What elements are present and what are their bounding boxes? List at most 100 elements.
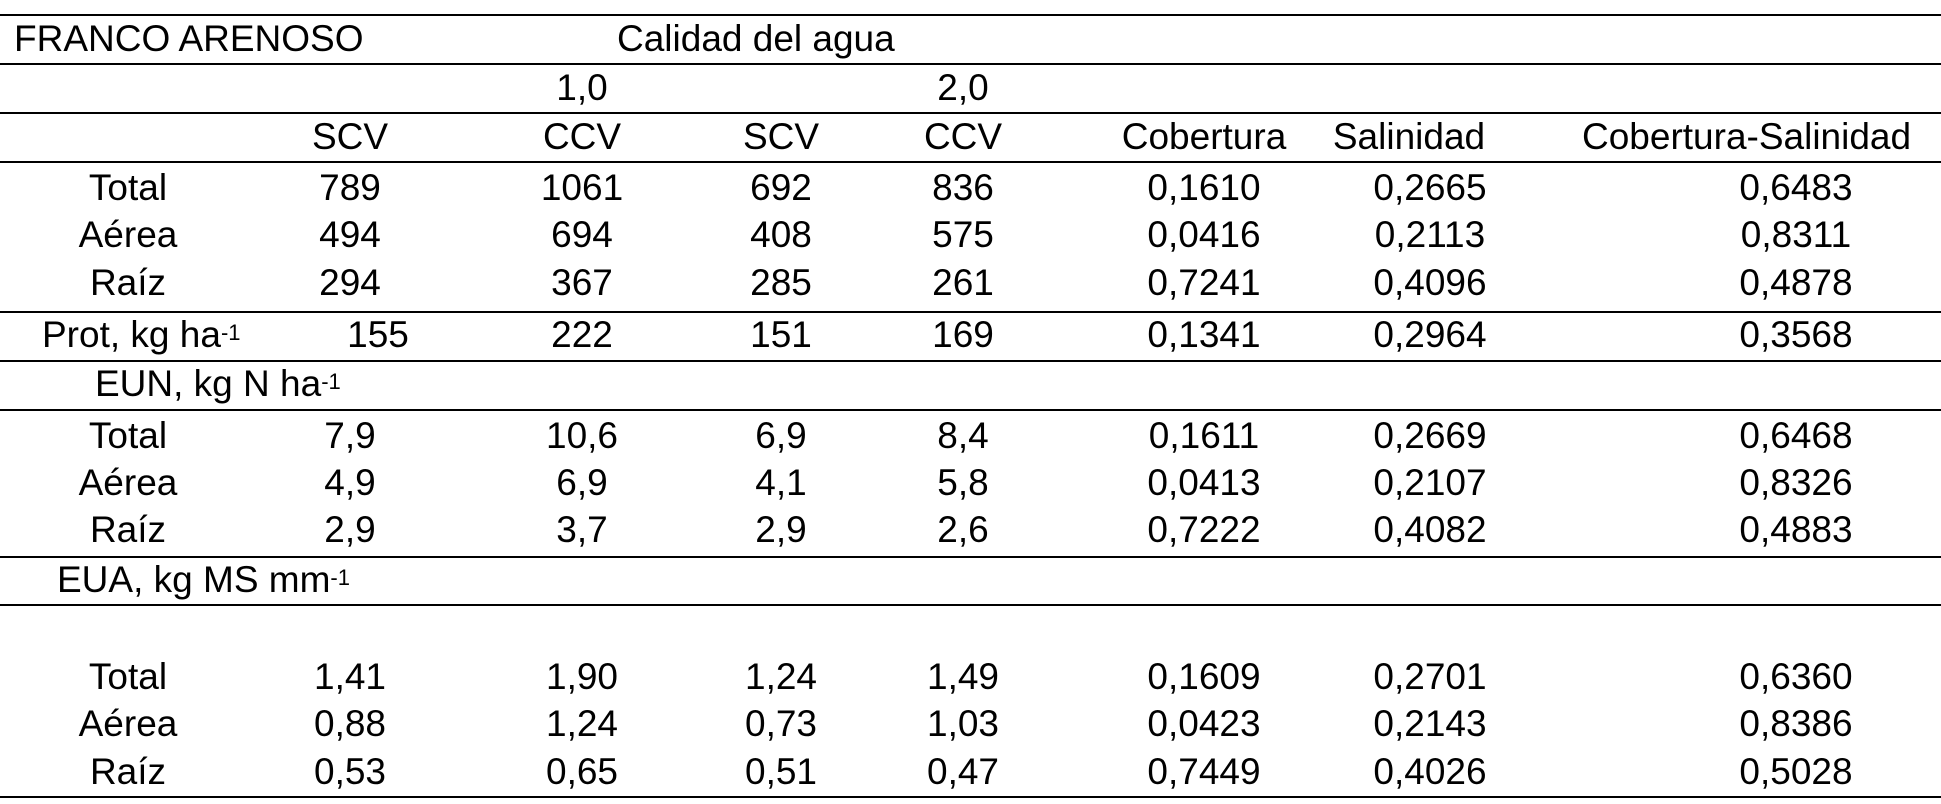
rule-after-eun-label (0, 409, 1941, 411)
table-title: FRANCO ARENOSO (14, 18, 364, 59)
table-cell: 0,4082 (1373, 509, 1487, 550)
table-cell: 0,3568 (1739, 314, 1853, 355)
table-cell: 0,4878 (1739, 262, 1853, 303)
row-label: Total (88, 167, 168, 208)
rule-after-eun (0, 556, 1941, 558)
table-cell: 0,8311 (1740, 214, 1852, 255)
row-label: Total (88, 415, 168, 456)
table-cell: 0,88 (313, 703, 387, 744)
table-cell: 408 (750, 214, 812, 255)
row-label: Raíz (89, 509, 167, 550)
table-cell: 0,53 (313, 751, 387, 792)
table-cell: 0,2964 (1373, 314, 1487, 355)
table-cell: 4,9 (324, 462, 376, 503)
row-label: Total (88, 656, 168, 697)
table-cell: 0,1609 (1147, 656, 1261, 697)
table-cell: 0,6360 (1739, 656, 1853, 697)
table-cell: 0,73 (744, 703, 818, 744)
table-cell: 1,41 (313, 656, 387, 697)
table-cell: 10,6 (545, 415, 619, 456)
table-cell: 1,03 (926, 703, 1000, 744)
table-cell: 155 (347, 314, 409, 355)
table-cell: 1,49 (926, 656, 1000, 697)
table-cell: 0,6468 (1739, 415, 1853, 456)
table-cell: 1061 (540, 167, 624, 208)
table-cell: 575 (932, 214, 994, 255)
table-cell: 0,7222 (1147, 509, 1261, 550)
table-cell: 294 (319, 262, 381, 303)
table-cell: 0,8386 (1739, 703, 1853, 744)
section-label-text: EUN, kg N ha (95, 363, 322, 404)
row-label-superscript: -1 (220, 320, 241, 345)
table-cell: 4,1 (755, 462, 807, 503)
rule-bottom (0, 796, 1941, 798)
table-cell: 0,7241 (1147, 262, 1261, 303)
table-cell: 836 (932, 167, 994, 208)
table-cell: 0,65 (545, 751, 619, 792)
table-cell: 222 (551, 314, 613, 355)
table-cell: 0,8326 (1739, 462, 1853, 503)
table-cell: 692 (750, 167, 812, 208)
section-label-text: EUA, kg MS mm (57, 559, 331, 600)
table-cell: 169 (932, 314, 994, 355)
table-cell: 0,2669 (1373, 415, 1487, 456)
rule-top (0, 14, 1941, 16)
table-cell: 0,2701 (1373, 656, 1487, 697)
table-cell: 0,0413 (1147, 462, 1261, 503)
table-cell: 0,7449 (1147, 751, 1261, 792)
table-cell: 789 (319, 167, 381, 208)
table-cell: 2,9 (324, 509, 376, 550)
rule-after-title (0, 63, 1941, 65)
group-header-water-quality: Calidad del agua (617, 18, 895, 59)
table-cell: 0,2113 (1374, 214, 1486, 255)
table-cell: 3,7 (556, 509, 608, 550)
column-header-cobertura: Cobertura (1121, 116, 1287, 157)
row-label-protein: Prot, kg ha-1 (42, 313, 241, 357)
table-cell: 0,4096 (1373, 262, 1487, 303)
section-label-eua: EUA, kg MS mm-1 (57, 558, 350, 602)
table-cell: 285 (750, 262, 812, 303)
table-cell: 1,90 (545, 656, 619, 697)
column-header-scv-2: SCV (742, 116, 820, 157)
row-label-text: Prot, kg ha (42, 314, 221, 355)
rule-after-headers (0, 161, 1941, 163)
table-cell: 694 (551, 214, 613, 255)
table-cell: 0,4026 (1373, 751, 1487, 792)
table-cell: 0,1610 (1147, 167, 1261, 208)
table-cell: 494 (319, 214, 381, 255)
table-cell: 151 (750, 314, 812, 355)
table-cell: 2,6 (937, 509, 989, 550)
section-label-eun: EUN, kg N ha-1 (95, 362, 341, 406)
water-quality-level-1: 1,0 (556, 67, 608, 108)
table-cell: 0,4883 (1739, 509, 1853, 550)
table-cell: 0,1611 (1148, 415, 1260, 456)
table-cell: 0,1341 (1147, 314, 1261, 355)
table-cell: 1,24 (744, 656, 818, 697)
table-cell: 0,0423 (1147, 703, 1261, 744)
column-header-salinidad: Salinidad (1332, 116, 1486, 157)
table-cell: 1,24 (545, 703, 619, 744)
table-cell: 0,2107 (1373, 462, 1487, 503)
section-label-superscript: -1 (330, 565, 350, 590)
row-label: Raíz (89, 262, 167, 303)
column-header-ccv-2: CCV (923, 116, 1003, 157)
section-label-superscript: -1 (321, 369, 341, 394)
table-cell: 367 (551, 262, 613, 303)
table-cell: 2,9 (755, 509, 807, 550)
table-cell: 6,9 (755, 415, 807, 456)
column-header-scv-1: SCV (311, 116, 389, 157)
table-cell: 0,51 (744, 751, 818, 792)
row-label: Aérea (78, 703, 178, 744)
rule-after-protein (0, 360, 1941, 362)
table-cell: 0,2665 (1373, 167, 1487, 208)
table-cell: 0,6483 (1739, 167, 1853, 208)
rule-after-levels (0, 112, 1941, 114)
table-cell: 261 (932, 262, 994, 303)
table-cell: 0,2143 (1373, 703, 1487, 744)
rule-after-biomass (0, 311, 1941, 313)
table-cell: 0,47 (926, 751, 1000, 792)
rule-after-eua-label (0, 604, 1941, 606)
table-cell: 0,0416 (1147, 214, 1261, 255)
table-cell: 6,9 (556, 462, 608, 503)
table-cell: 7,9 (324, 415, 376, 456)
